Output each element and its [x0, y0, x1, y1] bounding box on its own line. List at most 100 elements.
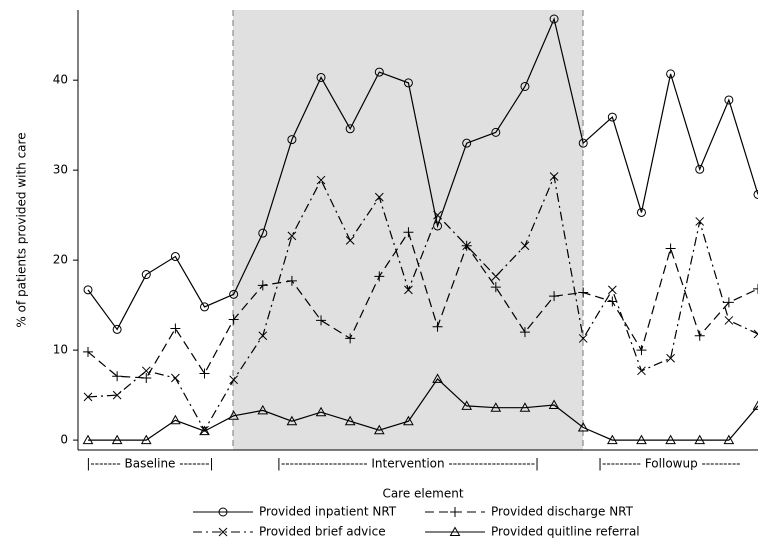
data-point — [607, 296, 618, 307]
data-point — [112, 371, 123, 382]
data-point — [665, 243, 676, 254]
data-point — [490, 282, 501, 293]
data-point — [200, 302, 210, 312]
data-point — [316, 72, 326, 82]
period-label: |--------- Followup --------- — [598, 457, 740, 471]
data-point — [373, 424, 385, 435]
data-point — [141, 366, 151, 376]
plot-area — [82, 14, 758, 445]
data-point — [374, 67, 384, 77]
data-point — [724, 316, 734, 325]
data-point — [170, 323, 181, 334]
data-point — [286, 275, 297, 286]
data-point — [316, 175, 326, 185]
data-point — [257, 280, 268, 291]
data-point — [578, 138, 588, 148]
data-point — [286, 415, 298, 426]
data-point — [112, 324, 122, 334]
legend-label: Provided quitline referral — [491, 525, 640, 539]
data-point — [403, 78, 413, 88]
data-point — [112, 390, 122, 400]
y-tick-label: 30 — [53, 163, 68, 177]
data-point — [548, 399, 560, 410]
legend-label: Provided inpatient NRT — [259, 505, 397, 519]
data-point — [432, 373, 443, 383]
data-point — [433, 210, 442, 220]
data-point — [111, 434, 123, 445]
data-point — [695, 164, 705, 174]
data-point — [140, 434, 152, 445]
data-point — [549, 172, 559, 181]
data-point — [403, 415, 414, 426]
data-point — [200, 425, 209, 435]
y-tick-label: 10 — [53, 343, 68, 357]
data-point — [462, 241, 472, 251]
legend-marker — [450, 507, 460, 517]
data-point — [141, 373, 152, 384]
data-point — [83, 285, 93, 295]
data-point — [694, 330, 705, 341]
data-point — [229, 289, 239, 299]
data-point — [520, 241, 530, 251]
data-point — [695, 217, 705, 226]
data-point — [694, 434, 706, 445]
data-point — [666, 69, 676, 79]
data-point — [636, 434, 647, 445]
data-point — [258, 331, 268, 341]
data-point — [637, 366, 646, 376]
data-point — [83, 392, 93, 402]
data-point — [404, 285, 413, 295]
data-point — [606, 434, 618, 445]
data-point — [578, 334, 588, 343]
data-point — [753, 329, 758, 339]
data-point — [665, 434, 676, 445]
data-point — [316, 315, 327, 326]
data-point — [491, 127, 501, 137]
data-point — [287, 231, 297, 241]
series-line — [87, 17, 758, 331]
data-point — [578, 287, 589, 298]
data-point — [432, 321, 443, 332]
data-point — [461, 400, 473, 410]
data-point — [171, 373, 180, 383]
series-line — [87, 230, 758, 379]
data-point — [344, 415, 356, 426]
legend-marker — [218, 527, 228, 537]
y-tick-label: 20 — [53, 253, 68, 267]
data-point — [636, 207, 646, 217]
data-point — [666, 353, 675, 363]
data-point — [403, 227, 414, 238]
series-line — [87, 174, 758, 432]
data-point — [490, 402, 502, 412]
data-point — [141, 270, 151, 280]
period-label: |-------------------- Intervention -----… — [277, 457, 539, 471]
y-tick-label: 0 — [60, 433, 68, 447]
data-point — [228, 410, 240, 420]
data-point — [374, 271, 385, 282]
data-point — [199, 425, 210, 436]
data-point — [345, 333, 356, 344]
data-point — [257, 404, 269, 415]
legend-label: Provided discharge NRT — [491, 505, 634, 519]
data-point — [199, 368, 210, 379]
data-point — [170, 414, 181, 425]
legend-title: Care element — [382, 487, 463, 501]
data-point — [82, 434, 94, 445]
series-line — [88, 378, 758, 441]
data-point — [345, 235, 355, 245]
data-point — [577, 421, 589, 432]
data-point — [287, 135, 297, 145]
data-point — [258, 228, 268, 238]
period-label: |------- Baseline -------| — [86, 457, 213, 471]
data-point — [315, 406, 327, 417]
data-point — [170, 252, 180, 262]
data-point — [549, 14, 559, 24]
y-tick-label: 40 — [53, 73, 68, 87]
data-point — [345, 124, 355, 134]
data-point — [636, 345, 647, 356]
data-point — [491, 271, 501, 281]
data-point — [462, 138, 472, 148]
data-point — [433, 221, 443, 231]
data-point — [752, 283, 758, 294]
